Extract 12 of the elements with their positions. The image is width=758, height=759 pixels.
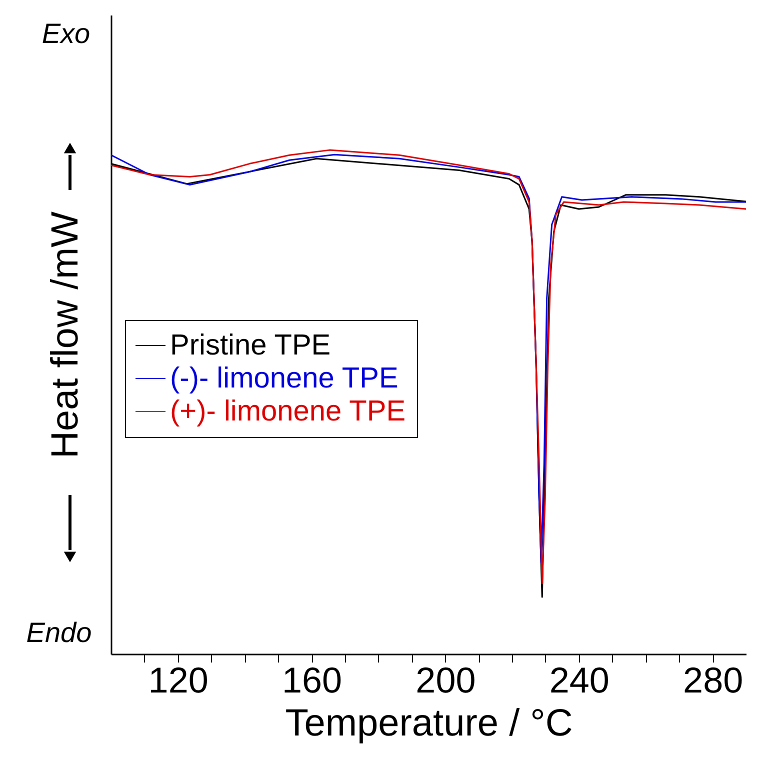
legend-label: (+)- limonene TPE	[170, 396, 406, 428]
legend-label: (-)- limonene TPE	[170, 362, 398, 394]
text: Endo	[26, 617, 92, 648]
text: Exo	[42, 18, 90, 49]
x-axis-title: Temperature / °C	[285, 702, 573, 744]
legend-label: Pristine TPE	[170, 330, 331, 362]
x-tick-label: 240	[549, 660, 610, 700]
x-tick-label: 120	[148, 660, 208, 700]
x-tick-label: 160	[282, 660, 342, 700]
x-tick-label: 200	[416, 660, 476, 700]
x-tick-label: 280	[683, 660, 744, 700]
y-axis-title: Heat flow /mW	[44, 211, 86, 459]
